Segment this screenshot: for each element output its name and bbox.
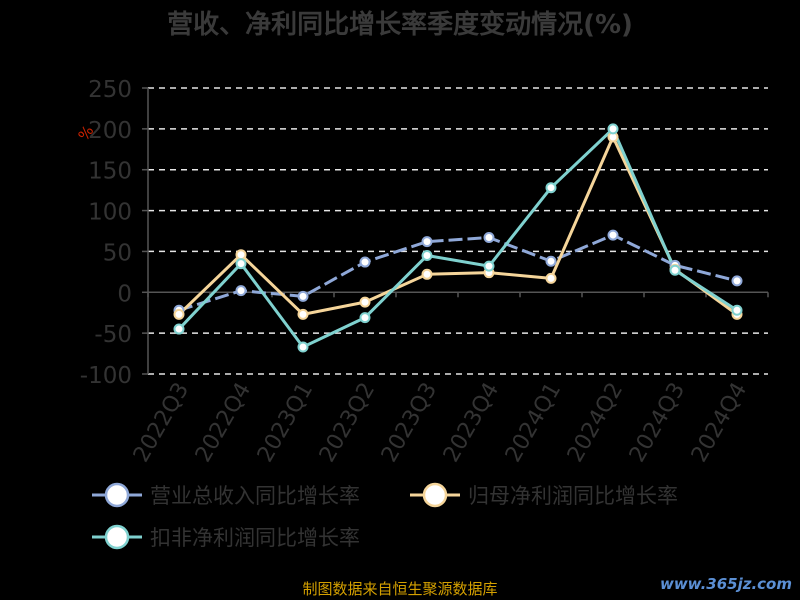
y-tick-label: 50 bbox=[103, 240, 132, 266]
data-point bbox=[731, 304, 743, 316]
data-point bbox=[545, 272, 557, 284]
legend-item-revenue[interactable]: 营业总收入同比增长率 bbox=[92, 480, 360, 510]
x-tick-label: 2023Q4 bbox=[439, 379, 504, 467]
source-note: 制图数据来自恒生聚源数据库 bbox=[302, 580, 498, 598]
data-point bbox=[173, 323, 185, 335]
legend-marker-icon bbox=[92, 524, 142, 550]
series-line bbox=[178, 233, 738, 312]
data-point bbox=[731, 275, 743, 287]
data-point bbox=[173, 308, 185, 320]
data-point bbox=[359, 256, 371, 268]
x-tick-label: 2024Q4 bbox=[687, 379, 752, 467]
x-tick-label: 2023Q2 bbox=[315, 379, 380, 467]
legend-label: 归母净利润同比增长率 bbox=[468, 484, 678, 508]
y-tick-label: -50 bbox=[94, 322, 132, 348]
y-tick-label: 0 bbox=[117, 281, 132, 307]
legend-marker-icon bbox=[92, 482, 142, 508]
y-tick-label: 150 bbox=[88, 159, 132, 185]
grid-layer bbox=[148, 87, 768, 375]
data-point bbox=[235, 285, 247, 297]
data-point bbox=[607, 229, 619, 241]
legend-item-net-profit[interactable]: 归母净利润同比增长率 bbox=[410, 480, 678, 510]
data-point bbox=[483, 232, 495, 244]
data-point bbox=[297, 308, 309, 320]
data-point bbox=[235, 258, 247, 270]
legend-item-deducted-profit[interactable]: 扣非净利润同比增长率 bbox=[92, 522, 360, 552]
data-point bbox=[483, 260, 495, 272]
y-tick-label: 250 bbox=[88, 77, 132, 103]
data-point bbox=[297, 341, 309, 353]
data-point bbox=[607, 123, 619, 135]
series-layer bbox=[173, 123, 743, 353]
x-tick-label: 2024Q2 bbox=[563, 379, 628, 467]
x-tick-label: 2024Q3 bbox=[625, 379, 690, 467]
y-tick-label: 200 bbox=[88, 118, 132, 144]
series-line bbox=[177, 127, 738, 349]
x-tick-label: 2023Q3 bbox=[377, 379, 442, 467]
data-point bbox=[545, 182, 557, 194]
x-tick-label: 2022Q3 bbox=[129, 379, 194, 467]
y-tick-label: -100 bbox=[80, 363, 132, 389]
data-point bbox=[359, 296, 371, 308]
data-point bbox=[669, 264, 681, 276]
data-point bbox=[545, 255, 557, 267]
data-point bbox=[421, 236, 433, 248]
data-point bbox=[359, 312, 371, 324]
watermark: www.365jz.com bbox=[659, 575, 792, 593]
x-tick-label: 2022Q4 bbox=[191, 379, 256, 467]
data-point bbox=[235, 249, 247, 261]
legend-label: 营业总收入同比增长率 bbox=[150, 484, 360, 508]
legend-marker-icon bbox=[410, 482, 460, 508]
chart-title: 营收、净利同比增长率季度变动情况(%) bbox=[167, 10, 633, 40]
x-tick-label: 2023Q1 bbox=[253, 379, 318, 467]
x-tick-label: 2024Q1 bbox=[501, 379, 566, 467]
data-point bbox=[421, 268, 433, 280]
series-line bbox=[177, 135, 738, 316]
data-point bbox=[421, 250, 433, 262]
y-tick-label: 100 bbox=[88, 200, 132, 226]
data-point bbox=[297, 290, 309, 302]
legend-label: 扣非净利润同比增长率 bbox=[150, 526, 360, 550]
